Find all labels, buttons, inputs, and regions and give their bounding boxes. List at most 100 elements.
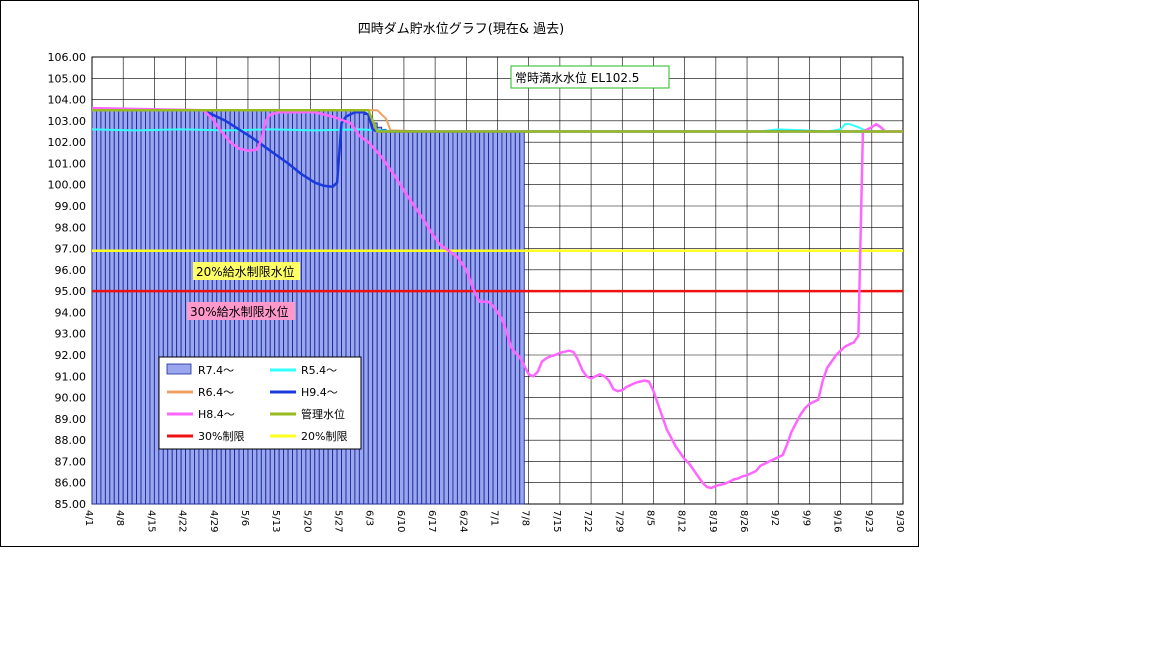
x-tick-label: 8/5 <box>644 510 655 526</box>
r7-bar <box>376 126 383 505</box>
chart-svg: 85.00 86.00 87.00 88.00 89.00 90.00 91.00 92.00… <box>48 22 906 532</box>
r7-bar <box>109 109 115 505</box>
x-tick-label: 9/16 <box>832 510 843 532</box>
r7-bar <box>136 109 142 505</box>
r7-bar <box>96 109 102 505</box>
legend-label-h8: H8.4〜 <box>198 408 235 421</box>
r7-bar <box>425 131 432 505</box>
x-tick-label: 4/29 <box>208 510 219 532</box>
legend-label-r5: R5.4〜 <box>301 364 337 377</box>
x-tick-label: 7/8 <box>520 510 531 526</box>
y-tick-label: 92.00 <box>55 349 87 362</box>
legend-label-lim30: 30%制限 <box>198 430 244 443</box>
x-tick-label: 6/3 <box>364 510 375 526</box>
r7-bar <box>416 131 423 505</box>
r7-bar <box>140 109 146 505</box>
r7-bar <box>470 131 476 505</box>
y-tick-label: 99.00 <box>55 200 87 213</box>
legend-label-h9: H9.4〜 <box>301 386 338 399</box>
r7-bar <box>149 109 155 505</box>
x-tick-label: 7/29 <box>613 510 624 532</box>
r7-bar <box>390 131 396 505</box>
x-tick-label: 9/2 <box>769 510 780 526</box>
r7-bar <box>505 131 512 505</box>
y-tick-label: 101.00 <box>48 157 87 170</box>
y-tick-label: 88.00 <box>55 434 87 447</box>
r7-bar <box>461 131 467 505</box>
x-tick-label: 5/13 <box>270 510 281 532</box>
y-tick-label: 90.00 <box>55 392 87 405</box>
x-tick-label: 6/17 <box>426 510 437 532</box>
x-tick-label: 7/22 <box>582 510 593 532</box>
r7-bar <box>381 128 387 505</box>
r7-bar <box>448 131 454 505</box>
y-tick-label: 98.00 <box>55 221 87 234</box>
x-tick-label: 4/1 <box>83 510 94 526</box>
r7-bar <box>412 131 418 505</box>
limit20-annotation: 20%給水制限水位 <box>193 262 300 280</box>
r7-bar <box>474 131 481 505</box>
x-tick-label: 7/1 <box>489 510 500 526</box>
x-tick-label: 5/6 <box>239 510 250 526</box>
r7-bar <box>104 109 111 505</box>
r7-bar <box>118 109 124 505</box>
chart-frame: 85.00 86.00 87.00 88.00 89.00 90.00 91.00 92.00… <box>0 0 919 547</box>
y-tick-label: 89.00 <box>55 413 87 426</box>
r7-bar <box>452 131 458 505</box>
y-tick-label: 100.00 <box>48 179 87 192</box>
y-tick-label: 105.00 <box>48 72 87 85</box>
y-axis-ticks: 85.00 86.00 87.00 88.00 89.00 90.00 91.00 92.00… <box>48 51 87 511</box>
legend-label-lim20: 20%制限 <box>301 430 347 443</box>
x-tick-label: 8/12 <box>676 510 687 532</box>
x-tick-label: 8/26 <box>738 510 749 532</box>
x-tick-label: 4/8 <box>114 510 125 526</box>
series-line-h9 <box>92 108 903 189</box>
r7-bar <box>407 131 414 505</box>
r7-bar <box>127 109 133 505</box>
r7-bar <box>430 131 436 505</box>
limit20-label: 20%給水制限水位 <box>196 264 295 279</box>
series-lines <box>91 106 903 490</box>
x-axis-ticks: 4/1 4/8 4/15 4/22 4/29 5/6 5/13 5/20 5/27 6/3 6/10… <box>83 510 905 532</box>
limit30-label: 30%給水制限水位 <box>190 304 289 319</box>
y-tick-label: 87.00 <box>55 455 87 468</box>
y-tick-label: 96.00 <box>55 264 87 277</box>
legend-label-r6: R6.4〜 <box>198 386 234 399</box>
r7-bar <box>465 131 472 505</box>
series-line-kanri <box>92 108 903 133</box>
r7-bar <box>385 131 392 505</box>
r7-bar <box>122 109 129 505</box>
y-tick-label: 86.00 <box>55 477 87 490</box>
r7-bar <box>439 131 445 505</box>
r7-bar <box>372 122 378 505</box>
full-level-annotation: 常時満水水位 EL102.5 <box>510 65 670 89</box>
series-line-h8 <box>91 106 903 490</box>
y-tick-label: 104.00 <box>48 94 87 107</box>
r7-bar <box>367 118 374 505</box>
r7-bar <box>131 109 138 505</box>
r7-bar <box>153 109 160 505</box>
r7-bar <box>394 131 400 505</box>
r7-bar <box>91 109 97 505</box>
r7-bar <box>510 131 516 505</box>
y-tick-label: 102.00 <box>48 136 87 149</box>
x-tick-label: 9/23 <box>863 510 874 532</box>
r7-bar <box>488 131 494 505</box>
r7-bar <box>456 131 463 505</box>
y-tick-label: 97.00 <box>55 243 87 256</box>
y-tick-label: 91.00 <box>55 370 87 383</box>
full-level-label: 常時満水水位 EL102.5 <box>515 70 639 85</box>
x-tick-label: 9/30 <box>894 510 905 532</box>
chart-title: 四時ダム貯水位グラフ(現在& 過去) <box>358 22 564 37</box>
x-tick-label: 4/22 <box>177 510 188 532</box>
r7-bar <box>479 131 485 505</box>
r7-bar <box>421 131 427 505</box>
r7-bar <box>483 131 490 505</box>
x-tick-label: 8/19 <box>707 510 718 532</box>
x-tick-label: 5/20 <box>301 510 312 532</box>
y-tick-label: 94.00 <box>55 306 87 319</box>
r7-bar <box>100 109 106 505</box>
y-tick-label: 106.00 <box>48 51 87 64</box>
y-tick-label: 103.00 <box>48 115 87 128</box>
x-tick-label: 7/15 <box>551 510 562 532</box>
